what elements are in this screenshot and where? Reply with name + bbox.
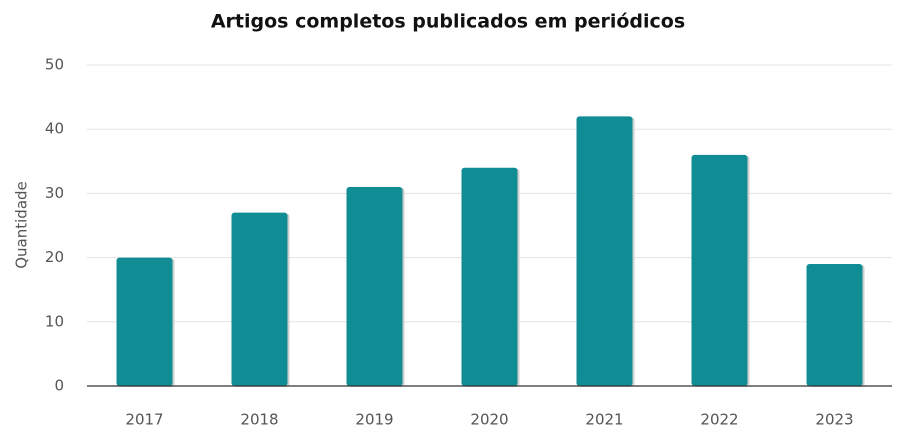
y-tick-label: 50 (45, 56, 64, 74)
y-tick-label: 0 (54, 377, 64, 395)
y-tick-label: 40 (45, 120, 64, 138)
chart-title: Artigos completos publicados em periódic… (211, 11, 685, 33)
x-tick-label: 2023 (815, 411, 853, 429)
bar (231, 212, 288, 386)
y-tick-label: 20 (45, 248, 64, 266)
y-axis-label: Quantidade (13, 181, 31, 269)
y-tick-label: 10 (45, 312, 64, 330)
x-tick-label: 2021 (585, 411, 623, 429)
bar (806, 264, 863, 386)
x-tick-label: 2018 (240, 411, 278, 429)
bar (116, 257, 173, 386)
bar (576, 116, 633, 387)
y-tick-label: 30 (45, 184, 64, 202)
bar (691, 154, 748, 386)
x-tick-label: 2019 (355, 411, 393, 429)
bar (461, 167, 518, 386)
x-tick-label: 2022 (700, 411, 738, 429)
bar (346, 186, 403, 386)
x-tick-label: 2017 (125, 411, 163, 429)
x-tick-label: 2020 (470, 411, 508, 429)
